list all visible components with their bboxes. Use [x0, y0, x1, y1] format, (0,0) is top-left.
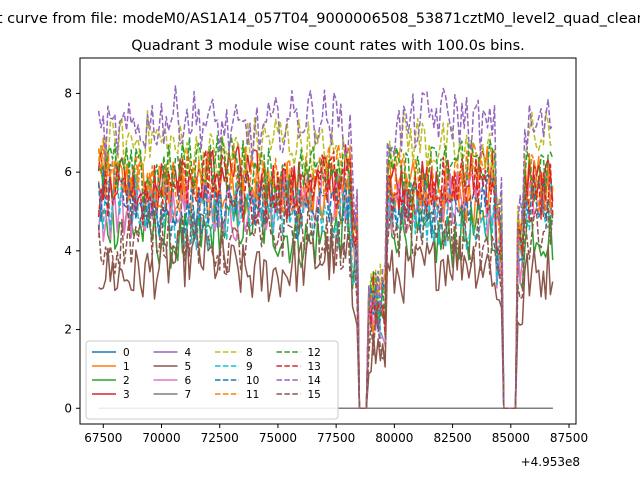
x-tick-label: 72500	[201, 431, 239, 445]
series-line-12	[98, 135, 554, 410]
axes-frame	[79, 57, 577, 425]
series-line-15	[97, 200, 554, 410]
x-tick-label: 75000	[259, 431, 297, 445]
x-offset-label: +4.953e8	[521, 455, 580, 469]
legend-label-15: 15	[308, 389, 321, 401]
legend-label-5: 5	[185, 361, 192, 373]
x-tick-label: 80000	[375, 431, 413, 445]
figure-suptitle: Light curve from file: modeM0/AS1A14_057…	[0, 11, 640, 27]
legend-label-9: 9	[246, 361, 253, 373]
legend-label-12: 12	[308, 347, 321, 359]
legend-label-10: 10	[246, 375, 259, 387]
y-tick-label: 0	[64, 401, 72, 415]
x-tick-label: 85000	[492, 431, 530, 445]
x-tick-label: 77500	[317, 431, 355, 445]
x-tick-label: 70000	[142, 431, 180, 445]
x-tick-label: 67500	[84, 431, 122, 445]
x-tick-label: 87500	[550, 431, 588, 445]
y-tick-label: 8	[64, 86, 72, 100]
legend-label-2: 2	[123, 375, 130, 387]
legend-label-3: 3	[123, 389, 130, 401]
legend-label-4: 4	[185, 347, 192, 359]
x-tick-label: 82500	[433, 431, 471, 445]
series-line-13	[97, 149, 554, 410]
legend-label-14: 14	[308, 375, 322, 387]
legend-label-0: 0	[123, 347, 130, 359]
y-tick-label: 2	[64, 323, 72, 337]
legend-label-6: 6	[185, 375, 192, 387]
y-tick-label: 4	[64, 244, 72, 258]
legend-label-11: 11	[246, 389, 259, 401]
legend-label-13: 13	[308, 361, 321, 373]
axes: 67500 70000 72500 75000 77500 80000 82500 85000…	[64, 57, 588, 445]
chart-title: Quadrant 3 module wise count rates with …	[131, 38, 525, 54]
y-tick-label: 6	[64, 165, 72, 179]
series-line-14	[97, 85, 554, 410]
legend-label-8: 8	[246, 347, 253, 359]
legend-label-7: 7	[185, 389, 192, 401]
legend-box	[85, 340, 339, 420]
series-line-5	[98, 229, 554, 410]
legend-label-1: 1	[123, 361, 130, 373]
